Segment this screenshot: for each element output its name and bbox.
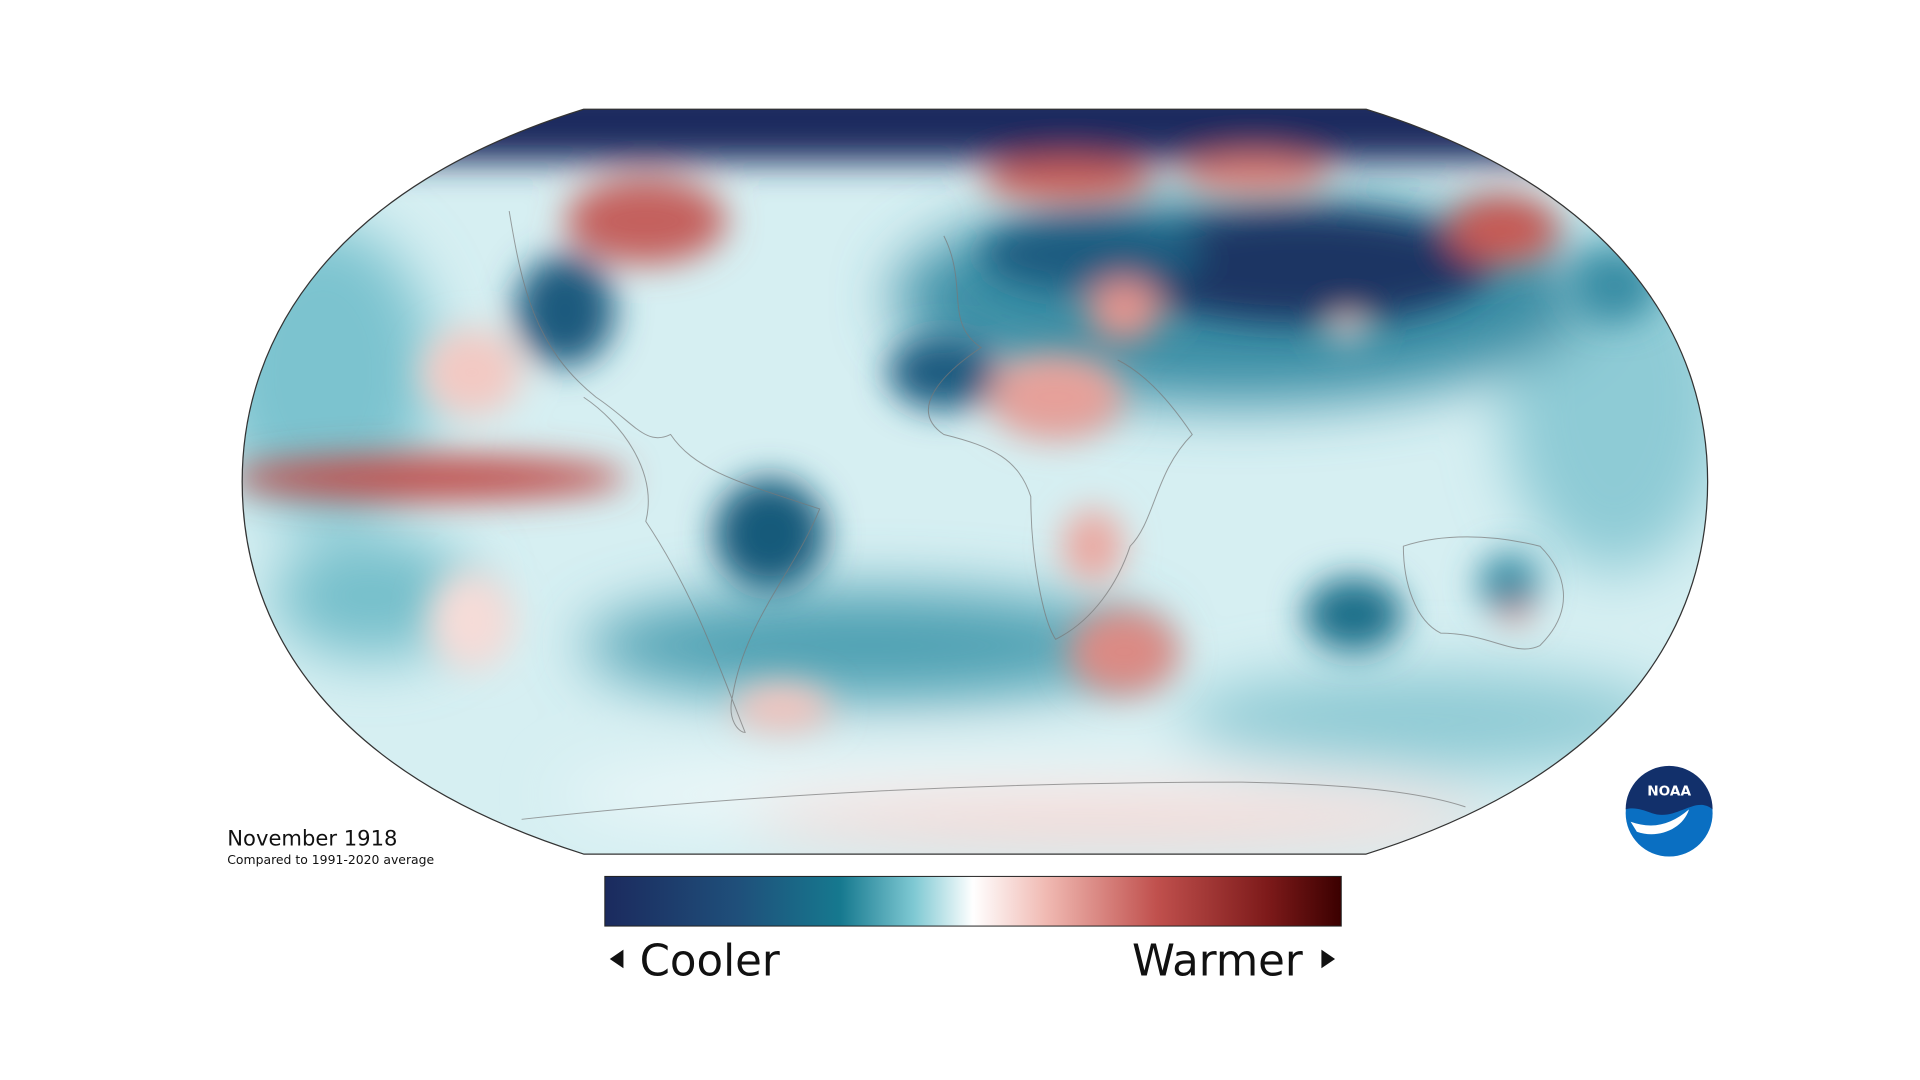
map-outline	[241, 108, 1709, 855]
map-subtitle: Compared to 1991-2020 average	[227, 852, 434, 867]
logo-text: NOAA	[1647, 784, 1691, 800]
logo-top	[1625, 765, 1713, 815]
map-title: November 1918	[227, 825, 397, 850]
warmer-label: Warmer	[1132, 937, 1303, 987]
color-scale	[604, 875, 1342, 927]
cooler-arrow	[609, 949, 624, 969]
noaa-logo: NOAA	[1625, 765, 1713, 857]
logo-gull	[1630, 809, 1690, 835]
warmer-arrow	[1321, 949, 1336, 969]
coastlines	[508, 210, 1564, 820]
cooler-label: Cooler	[640, 937, 780, 987]
anomaly-map	[242, 109, 1708, 855]
